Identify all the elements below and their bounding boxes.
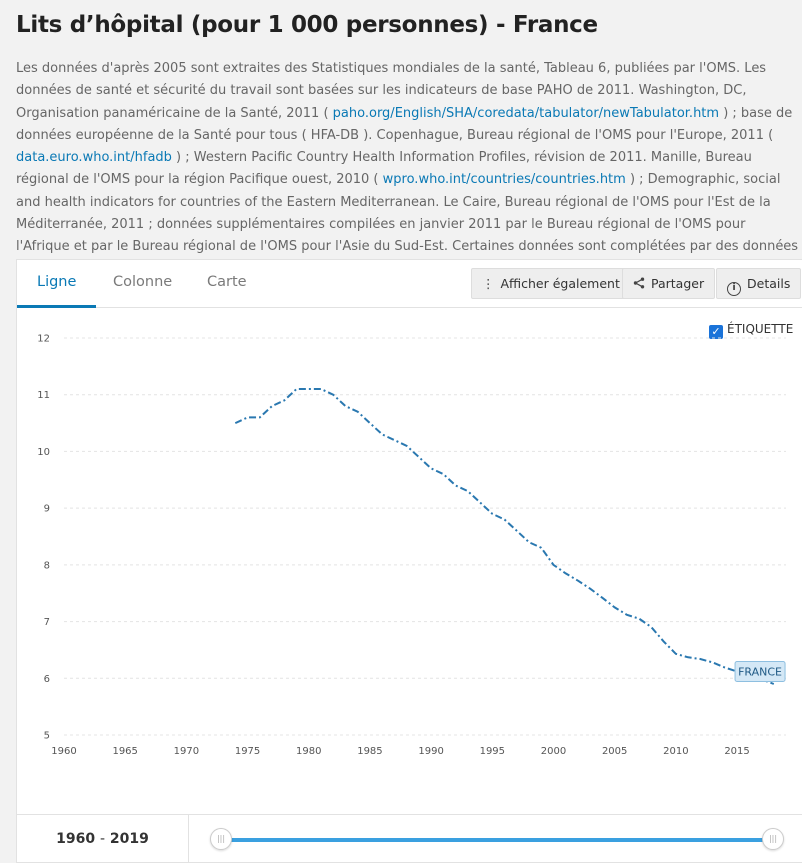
info-icon: i	[727, 282, 741, 296]
range-slider-start-handle[interactable]: |||	[210, 828, 232, 850]
chart-panel: Ligne Colonne Carte ⋮ Afficher également …	[16, 259, 802, 863]
tab-ligne[interactable]: Ligne	[17, 260, 97, 308]
y-tick-label: 5	[44, 731, 50, 742]
description-text: ) ; base de données européenne de la San…	[16, 105, 793, 143]
show-also-button[interactable]: ⋮ Afficher également	[471, 268, 631, 299]
source-link[interactable]: wpro.who.int/countries/countries.htm	[382, 172, 626, 188]
y-tick-label: 12	[37, 334, 50, 345]
x-tick-label: 1975	[235, 746, 260, 757]
source-link[interactable]: data.euro.who.int/hfadb	[16, 150, 172, 166]
y-tick-label: 11	[37, 390, 50, 401]
series-line-france	[234, 388, 775, 685]
range-slider-track[interactable]	[223, 838, 773, 842]
share-icon	[633, 269, 645, 298]
x-tick-label: 2015	[724, 746, 749, 757]
description-text: Les données d'après 2005 sont extraites …	[16, 61, 767, 121]
share-button[interactable]: Partager	[622, 268, 716, 299]
x-tick-label: 1980	[296, 746, 321, 757]
range-slider-end-handle[interactable]: |||	[762, 828, 784, 850]
label-toggle[interactable]: ✓ ÉTIQUETTE	[709, 322, 793, 339]
x-tick-label: 2005	[602, 746, 627, 757]
x-tick-label: 1960	[51, 746, 76, 757]
details-label: Details	[747, 276, 791, 291]
source-description: Les données d'après 2005 sont extraites …	[16, 58, 802, 281]
y-tick-label: 8	[44, 560, 50, 571]
y-tick-label: 9	[44, 504, 50, 515]
details-button[interactable]: i Details	[716, 268, 802, 299]
x-tick-label: 2010	[663, 746, 688, 757]
label-toggle-text: ÉTIQUETTE	[727, 322, 794, 336]
range-start: 1960	[56, 831, 96, 847]
show-also-label: Afficher également	[500, 276, 620, 291]
series-label-box	[734, 660, 786, 682]
source-link[interactable]: paho.org/English/SHA/coredata/tabulator/…	[332, 105, 720, 121]
description-text: ) ; Demographic, social and health indic…	[16, 172, 799, 276]
checkbox-icon[interactable]: ✓	[709, 325, 723, 339]
more-vertical-icon: ⋮	[482, 276, 495, 291]
x-tick-label: 1985	[357, 746, 382, 757]
x-tick-label: 1990	[418, 746, 443, 757]
share-label: Partager	[651, 276, 705, 291]
chart-type-tabs: Ligne Colonne Carte	[17, 260, 802, 308]
x-tick-label: 2000	[541, 746, 566, 757]
range-end: 2019	[109, 831, 149, 847]
tab-carte[interactable]: Carte	[207, 274, 247, 290]
description-text: ) ; Western Pacific Country Health Infor…	[16, 150, 752, 188]
range-label: 1960 - 2019	[17, 815, 189, 863]
page-title: Lits d’hôpital (pour 1 000 personnes) - …	[16, 12, 598, 38]
time-range-bar: 1960 - 2019 ||| |||	[16, 814, 802, 863]
x-tick-label: 1970	[174, 746, 199, 757]
series-label-france: FRANCE	[738, 665, 782, 678]
x-tick-label: 1965	[112, 746, 137, 757]
y-tick-label: 7	[44, 617, 50, 628]
series-label-flag: FRANCE	[734, 660, 786, 682]
range-separator: -	[99, 831, 106, 847]
y-tick-label: 6	[44, 674, 50, 685]
y-tick-label: 10	[37, 447, 50, 458]
x-tick-label: 1995	[480, 746, 505, 757]
line-chart: 5 6 7 8 9 10 11 12 1960 1965 1970 1975 1980 1985 1990…	[37, 334, 786, 757]
tab-colonne[interactable]: Colonne	[113, 274, 173, 290]
